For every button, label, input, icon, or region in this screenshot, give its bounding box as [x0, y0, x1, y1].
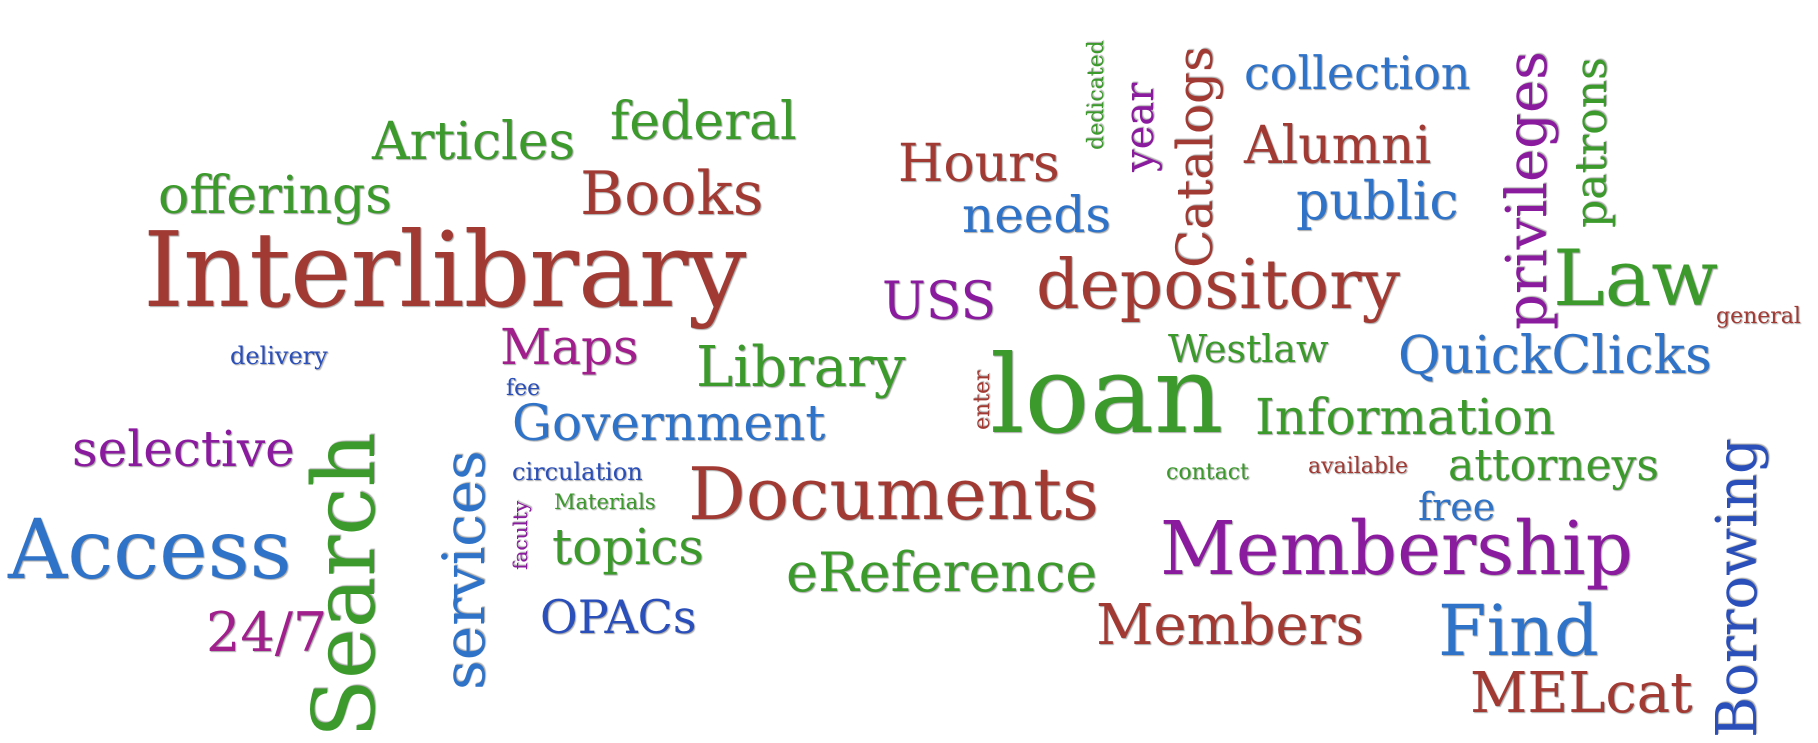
word-privileges: privileges: [1495, 51, 1560, 330]
word-attorneys: attorneys: [1448, 440, 1659, 491]
word-uss: USS: [882, 272, 997, 332]
word-depository: depository: [1036, 246, 1401, 325]
word-contact: contact: [1166, 460, 1249, 485]
word-search: Search: [295, 432, 395, 738]
word-members: Members: [1096, 593, 1365, 658]
word-fee: fee: [506, 376, 541, 401]
word-general: general: [1716, 304, 1801, 329]
word-topics: topics: [552, 518, 704, 576]
word-membership: Membership: [1160, 506, 1633, 592]
word-dedicated: dedicated: [1084, 40, 1109, 150]
word-find: Find: [1438, 590, 1599, 672]
word-selective: selective: [72, 420, 295, 478]
word-law: Law: [1553, 234, 1719, 324]
word-federal: federal: [610, 92, 797, 152]
word-articles: Articles: [372, 112, 576, 172]
word-documents: Documents: [688, 452, 1099, 536]
word-public: public: [1296, 172, 1459, 232]
word-library: Library: [696, 335, 906, 400]
word-interlibrary: Interlibrary: [143, 209, 746, 331]
word-opacs: OPACs: [540, 590, 697, 644]
word-services: services: [430, 450, 498, 690]
word-faculty: faculty: [508, 500, 532, 570]
word-information: Information: [1255, 388, 1556, 446]
word-delivery: delivery: [230, 342, 328, 370]
word-available: available: [1308, 454, 1408, 479]
word-government: Government: [512, 394, 826, 452]
word-materials: Materials: [554, 490, 656, 514]
word-loan: loan: [990, 333, 1224, 458]
word-hours: Hours: [898, 134, 1060, 194]
word-westlaw: Westlaw: [1168, 327, 1329, 371]
word-collection: collection: [1244, 46, 1471, 100]
word-borrowing: Borrowing: [1705, 438, 1770, 738]
word-alumni: Alumni: [1244, 116, 1432, 176]
word-circulation: circulation: [512, 458, 643, 486]
word-catalogs: Catalogs: [1166, 46, 1224, 268]
word-books: Books: [580, 159, 764, 229]
word-needs: needs: [962, 186, 1112, 244]
word-ereference: eReference: [786, 541, 1098, 604]
word-enter: enter: [970, 370, 995, 430]
word-melcat: MELcat: [1470, 661, 1693, 726]
word-access: Access: [8, 503, 292, 598]
word-patrons: patrons: [1566, 57, 1617, 228]
word-offerings: offerings: [158, 166, 392, 226]
word-24-7: 24/7: [206, 601, 328, 664]
word-maps: Maps: [500, 318, 639, 376]
word-quickclicks: QuickClicks: [1398, 326, 1712, 386]
word-year: year: [1117, 82, 1163, 172]
word-free: free: [1418, 485, 1496, 529]
